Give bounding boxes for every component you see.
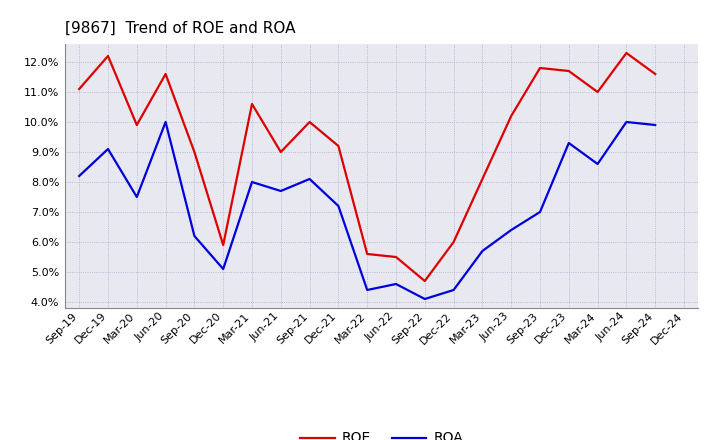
ROE (334, 143, 343, 149)
ROA (478, 248, 487, 253)
ROA (593, 161, 602, 167)
ROE (564, 68, 573, 73)
ROE (161, 71, 170, 77)
ROE (132, 122, 141, 128)
ROA (449, 287, 458, 293)
ROE (449, 239, 458, 245)
ROE (276, 149, 285, 154)
ROA (536, 209, 544, 215)
ROA (392, 281, 400, 286)
ROE (507, 114, 516, 119)
ROE (593, 89, 602, 95)
ROA (219, 266, 228, 271)
ROA (334, 203, 343, 209)
ROA (190, 233, 199, 238)
ROA (305, 176, 314, 182)
ROE (392, 254, 400, 260)
ROE (219, 242, 228, 248)
ROA (75, 173, 84, 179)
ROA (420, 297, 429, 302)
ROA (363, 287, 372, 293)
ROE (651, 71, 660, 77)
ROE (536, 66, 544, 71)
ROE (104, 53, 112, 59)
ROA (248, 180, 256, 185)
ROA (564, 140, 573, 146)
ROA (104, 147, 112, 152)
ROE (420, 279, 429, 284)
Line: ROA: ROA (79, 122, 655, 299)
ROE (305, 119, 314, 125)
ROE (478, 176, 487, 182)
ROA (507, 227, 516, 233)
Legend: ROE, ROA: ROE, ROA (294, 426, 469, 440)
ROA (622, 119, 631, 125)
ROE (248, 101, 256, 106)
ROE (622, 50, 631, 55)
ROA (651, 122, 660, 128)
Text: [9867]  Trend of ROE and ROA: [9867] Trend of ROE and ROA (65, 21, 295, 36)
ROA (276, 188, 285, 194)
Line: ROE: ROE (79, 53, 655, 281)
ROA (161, 119, 170, 125)
ROE (363, 251, 372, 257)
ROA (132, 194, 141, 200)
ROE (75, 86, 84, 92)
ROE (190, 149, 199, 154)
